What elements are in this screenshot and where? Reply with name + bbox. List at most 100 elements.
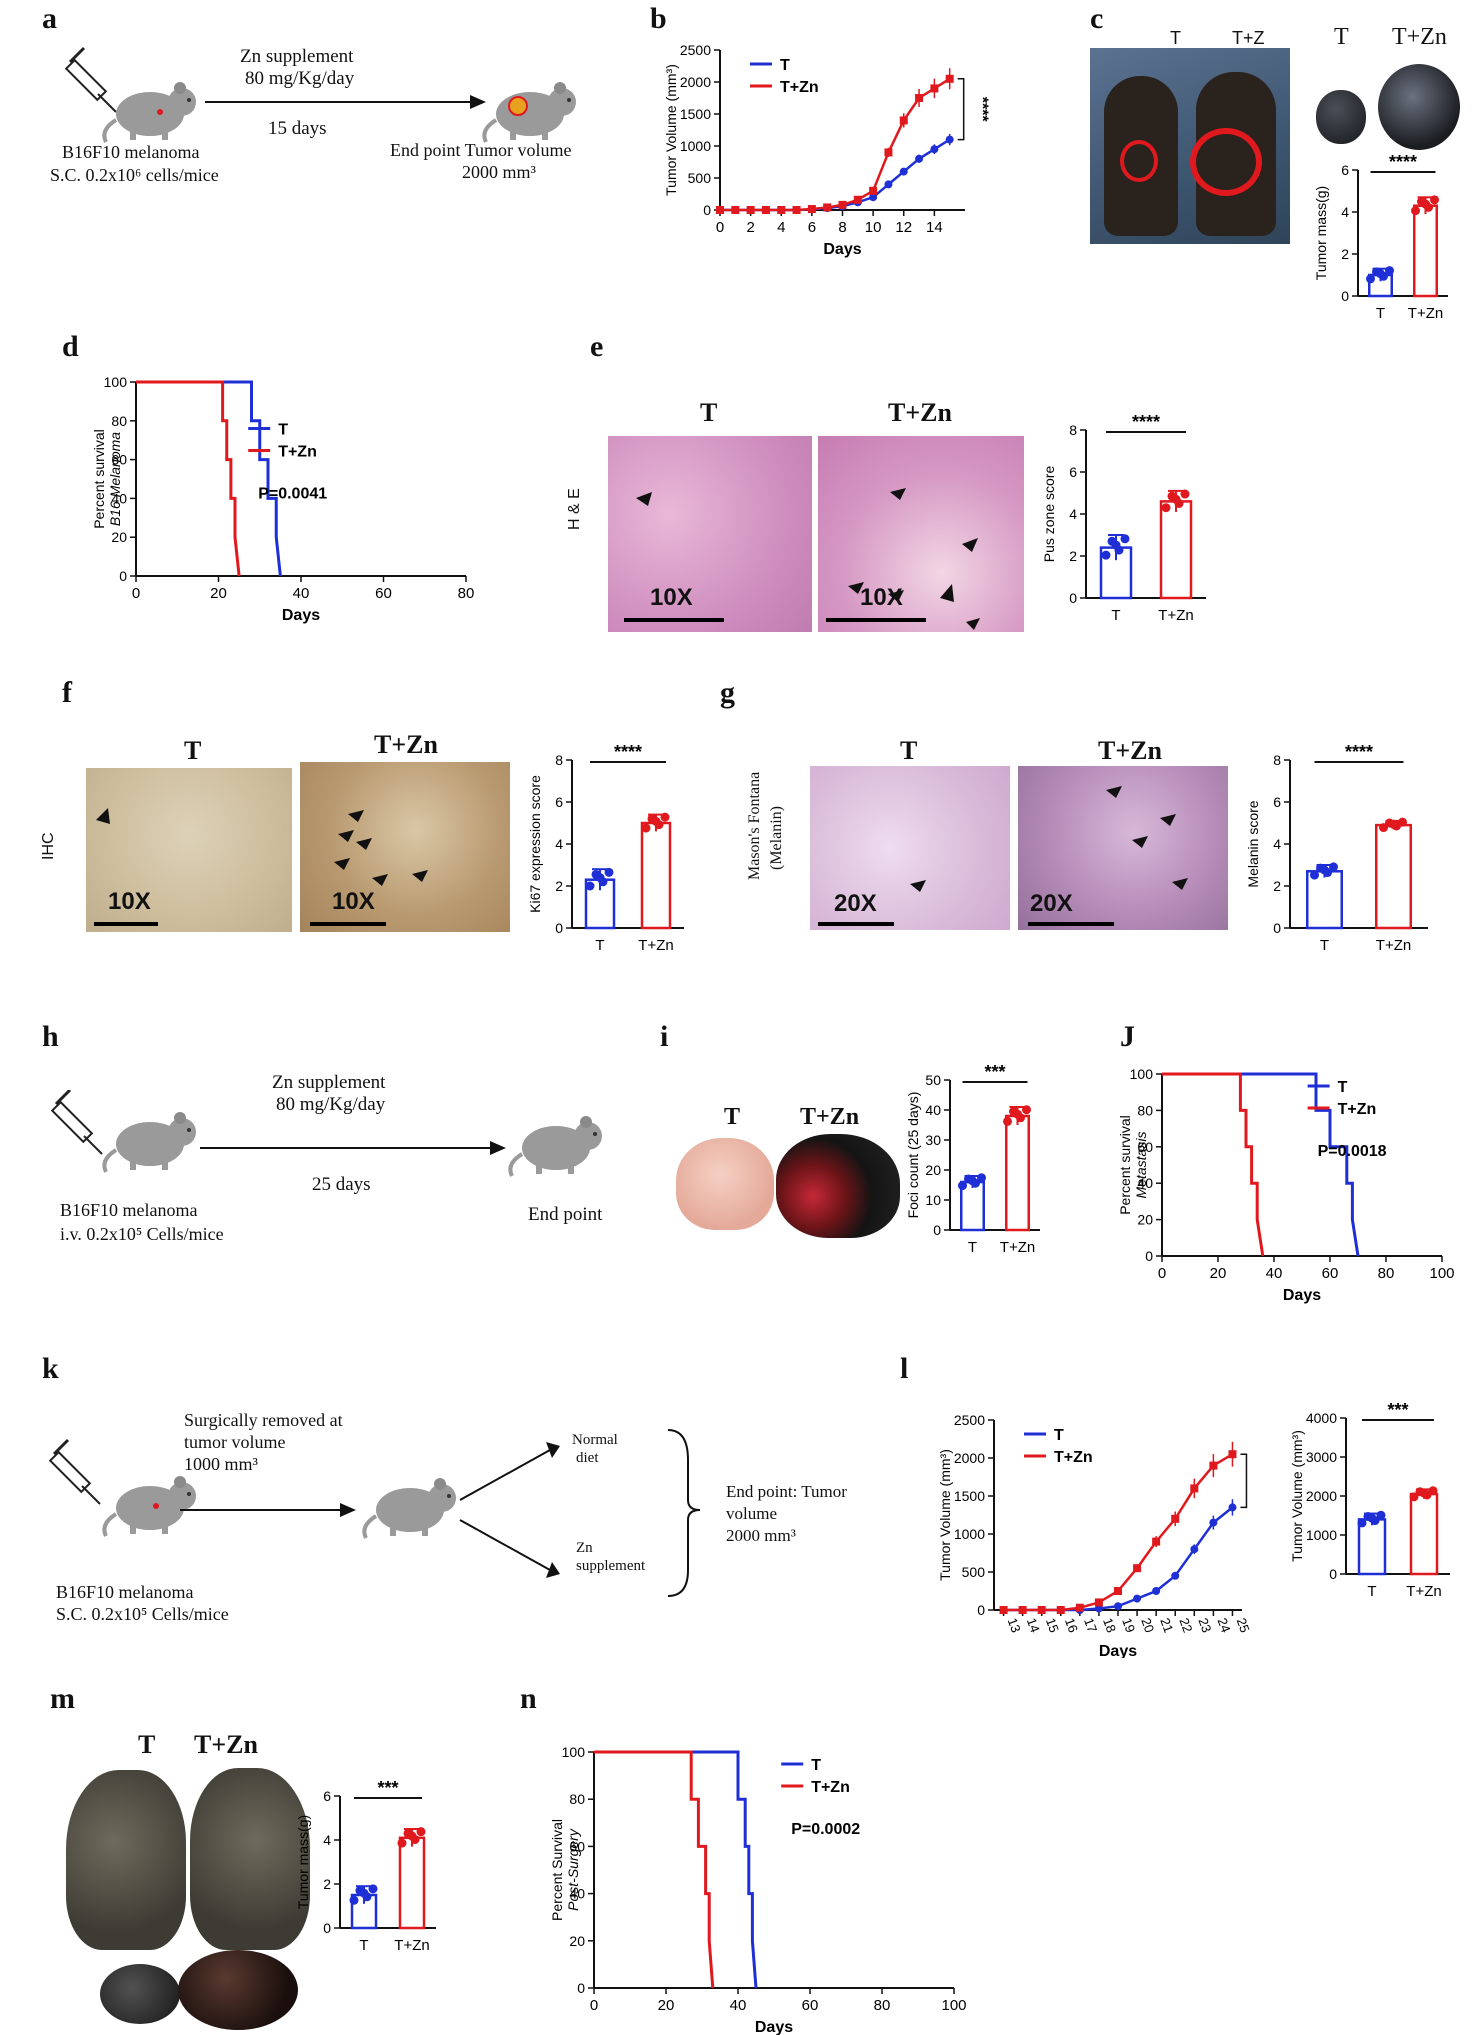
chart-b-xtick-label-3: 6	[808, 219, 816, 236]
chart-d-xlabel: Days	[282, 607, 320, 624]
chart-j-ytick-label-2: 40	[1137, 1175, 1153, 1191]
chart-l2-ytick-label-1: 1000	[1306, 1527, 1337, 1543]
fontana-image-tz	[1018, 766, 1228, 930]
tumor-c-label-t: T	[1334, 24, 1349, 50]
chart-l1-point-1-12	[1228, 1450, 1237, 1459]
chart-n-series-1	[594, 1750, 715, 1989]
mouse-photo-m-t	[66, 1770, 186, 1950]
chart-d-ytick-label-2: 40	[111, 490, 127, 506]
chart-d-legend-label-0: T	[278, 422, 288, 439]
chart-g-ytick-label-4: 8	[1273, 752, 1281, 768]
f-mag-left: 10X	[108, 888, 151, 915]
chart-l1-point-0-9	[1171, 1571, 1180, 1580]
chart-b-point-1-6	[807, 205, 816, 214]
chart-m-ytick-label-0: 0	[323, 1920, 331, 1936]
chart-n-xtick-label-5: 100	[941, 1997, 966, 2014]
chart-g-xtick-label-0: T	[1320, 937, 1329, 954]
ihc-image-t	[86, 768, 292, 932]
chart-b-point-1-8	[838, 200, 847, 209]
chart-g-point-0-4	[1320, 865, 1329, 875]
chart-l1-ytick-label-0: 0	[977, 1602, 985, 1618]
chart-n-ytick-label-0: 0	[577, 1980, 585, 1996]
chart-j-pvalue: P=0.0018	[1318, 1143, 1387, 1160]
chart-i-sig-label: ***	[984, 1062, 1005, 1082]
chart-l1-xtick-label-8: 21	[1157, 1616, 1176, 1635]
chart-b-xtick-label-0: 0	[716, 219, 724, 236]
e-scalebar-left	[624, 618, 724, 622]
chart-i-point-1-0	[1003, 1116, 1012, 1126]
chart-j-ytick-label-1: 20	[1137, 1212, 1153, 1228]
panel-label-g: g	[720, 676, 735, 709]
chart-n-ytick-label-4: 80	[569, 1791, 585, 1807]
panel-k-model2: S.C. 0.2x10⁵ Cells/mice	[56, 1604, 229, 1624]
chart-e-ytick-label-3: 6	[1069, 464, 1077, 480]
chart-j-legend-label-0: T	[1338, 1079, 1348, 1096]
photo-i-label-t: T	[724, 1104, 741, 1130]
panel-a-model1: B16F10 melanoma	[62, 142, 200, 162]
chart-i-ytick-label-0: 0	[933, 1222, 941, 1238]
chart-l2-xtick-label-1: T+Zn	[1406, 1583, 1441, 1600]
chart-b-point-1-10	[869, 186, 878, 195]
chart-i-ytick-label-5: 50	[925, 1072, 941, 1088]
f-arrows	[96, 808, 428, 886]
panel-k-normal1: Normal	[572, 1432, 618, 1448]
chart-l1-point-1-8	[1152, 1537, 1161, 1546]
chart-f-point-1-3	[660, 812, 670, 822]
chart-l2-xtick-label-0: T	[1367, 1583, 1376, 1600]
g-scalebar-right	[1028, 922, 1114, 926]
chart-c-point-0-0	[1366, 274, 1375, 284]
chart-f-ytick-label-4: 8	[555, 752, 563, 768]
chart-j-ytick-label-5: 100	[1130, 1066, 1154, 1082]
chart-c-xtick-label-1: T+Zn	[1408, 305, 1443, 322]
chart-e-ytick-label-0: 0	[1069, 590, 1077, 606]
chart-d-legend-label-1: T+Zn	[278, 444, 317, 461]
chart-l1-ytick-label-3: 1500	[954, 1488, 985, 1504]
chart-b-point-1-12	[899, 116, 908, 125]
chart-b-point-1-4	[777, 206, 786, 214]
panel-a-model2: S.C. 0.2x10⁶ cells/mice	[50, 165, 219, 185]
chart-d-xtick-label-1: 20	[210, 585, 227, 602]
chart-l1-point-0-11	[1209, 1518, 1218, 1527]
panel-h-schematic	[50, 1090, 604, 1178]
chart-b-ylabel: Tumor Volume (mm³)	[663, 64, 679, 196]
chart-l2-point-0-0	[1357, 1518, 1367, 1528]
chart-d-xtick-label-3: 60	[375, 585, 392, 602]
chart-m-ylabel: Tumor mass(g)	[295, 1815, 311, 1909]
chart-b-xtick-label-1: 2	[746, 219, 754, 236]
chart-c-sig-label: ****	[1389, 152, 1417, 172]
mice-photo-c	[1090, 48, 1290, 244]
chart-f-point-0-3	[604, 867, 614, 877]
photo-c-label-tz: T+Z	[1232, 28, 1265, 48]
chart-g-ytick-label-1: 2	[1273, 878, 1281, 894]
chart-b-ytick-label-5: 2500	[680, 42, 711, 58]
panel-a-zn1: Zn supplement	[240, 46, 354, 67]
chart-l1-legend-label-0: T	[1054, 1427, 1064, 1444]
chart-d-pvalue: P=0.0041	[258, 486, 327, 503]
panel-k-normal2: diet	[576, 1450, 599, 1466]
chart-e-point-0-4	[1111, 540, 1121, 550]
chart-f-ylabel: Ki67 expression score	[527, 775, 543, 913]
chart-l1-point-0-12	[1228, 1503, 1237, 1512]
panel-k-zn2: supplement	[576, 1558, 646, 1574]
g-col-tz: T+Zn	[1098, 736, 1162, 765]
chart-b-point-1-15	[945, 74, 954, 83]
photo-m-label-t: T	[138, 1730, 156, 1759]
panel-label-h: h	[42, 1020, 59, 1053]
chart-l1-series-1	[1003, 1453, 1234, 1612]
chart-j-xtick-label-1: 20	[1210, 1265, 1227, 1282]
chart-i-ytick-label-4: 40	[925, 1102, 941, 1118]
chart-n-ytick-label-2: 40	[569, 1886, 585, 1902]
chart-m-ytick-label-1: 2	[323, 1876, 331, 1892]
chart-l-line: 0 500 1000 1500 2000 2500 Tumor Volume (mm³) 13…	[937, 1412, 1260, 1658]
chart-l1-point-1-4	[1075, 1603, 1084, 1612]
chart-i-ytick-label-2: 20	[925, 1162, 941, 1178]
chart-j-xtick-label-3: 60	[1322, 1265, 1339, 1282]
panel-label-d: d	[62, 330, 79, 363]
chart-l2-ylabel: Tumor Volume (mm³)	[1289, 1430, 1305, 1562]
chart-b-ytick-label-3: 1500	[680, 106, 711, 122]
chart-m-point-0-4	[359, 1888, 369, 1898]
chart-b-point-0-10	[869, 193, 878, 202]
chart-l1-point-0-8	[1152, 1587, 1161, 1595]
